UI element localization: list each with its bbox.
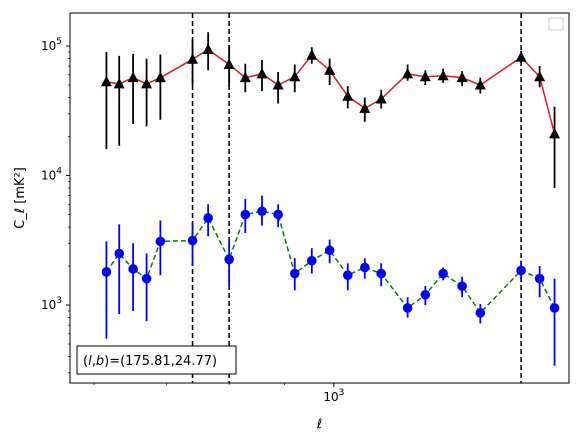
x-axis-label: ℓ bbox=[316, 417, 322, 432]
data-point bbox=[437, 69, 449, 81]
data-point bbox=[187, 53, 199, 64]
data-point bbox=[474, 79, 486, 90]
data-point bbox=[273, 209, 283, 220]
data-point bbox=[289, 70, 301, 82]
series-layer bbox=[100, 32, 561, 366]
y-axis-label: C_ℓ [mK²] bbox=[13, 167, 28, 229]
data-point bbox=[289, 268, 300, 279]
data-point bbox=[324, 64, 336, 75]
data-point bbox=[475, 308, 486, 318]
series-1 bbox=[100, 32, 561, 189]
data-point bbox=[456, 71, 468, 83]
y-tick-label: 105 bbox=[41, 37, 62, 53]
data-point bbox=[534, 70, 546, 82]
data-point bbox=[240, 209, 251, 220]
data-point bbox=[141, 77, 153, 89]
data-point bbox=[376, 268, 386, 279]
data-point bbox=[127, 71, 139, 83]
data-point bbox=[101, 267, 112, 277]
data-point bbox=[128, 264, 138, 274]
data-point bbox=[239, 71, 251, 83]
y-tick-label: 104 bbox=[41, 167, 62, 183]
data-point bbox=[141, 273, 152, 284]
data-point bbox=[113, 77, 125, 89]
x-tick-label: 103 bbox=[323, 388, 344, 404]
data-point bbox=[154, 71, 166, 83]
data-point bbox=[402, 67, 414, 79]
data-point bbox=[202, 43, 214, 55]
x-axis-ticks: 103 bbox=[93, 383, 344, 404]
data-point bbox=[187, 235, 198, 246]
data-point bbox=[342, 270, 353, 280]
data-point bbox=[549, 127, 561, 139]
data-point bbox=[359, 262, 370, 273]
data-point bbox=[306, 255, 317, 266]
data-point bbox=[419, 70, 431, 82]
plot-frame bbox=[69, 12, 570, 384]
annotation-box bbox=[76, 345, 237, 375]
data-point bbox=[257, 206, 267, 217]
data-point bbox=[342, 90, 354, 101]
data-point bbox=[359, 102, 371, 113]
data-point bbox=[402, 303, 413, 313]
coordinate-annotation: (l,b)=(175.81,24.77) bbox=[76, 345, 237, 375]
data-point bbox=[324, 245, 335, 256]
vertical-reference-lines bbox=[191, 13, 522, 383]
data-point bbox=[100, 75, 112, 87]
data-point bbox=[155, 236, 166, 247]
data-point bbox=[223, 58, 235, 70]
data-point bbox=[224, 254, 234, 265]
legend-box bbox=[548, 17, 564, 31]
data-point bbox=[203, 213, 213, 223]
data-point bbox=[534, 273, 545, 284]
y-tick-label: 103 bbox=[41, 296, 62, 312]
data-point bbox=[256, 67, 268, 79]
data-point bbox=[420, 289, 431, 300]
data-point bbox=[515, 51, 527, 62]
annotation-text: (l,b)=(175.81,24.77) bbox=[83, 354, 217, 369]
data-point bbox=[438, 268, 448, 279]
data-point bbox=[306, 49, 318, 60]
data-point bbox=[516, 265, 526, 276]
series-2 bbox=[101, 195, 560, 366]
data-point bbox=[457, 281, 467, 291]
data-point bbox=[114, 248, 125, 259]
data-point bbox=[272, 79, 284, 90]
data-point bbox=[375, 93, 387, 104]
y-axis-ticks: 103 104 105 bbox=[41, 37, 70, 374]
data-point bbox=[549, 303, 560, 313]
